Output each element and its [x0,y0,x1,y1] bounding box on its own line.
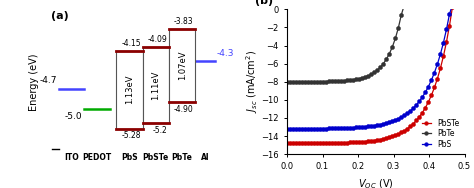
PbSTe [335,142,341,144]
Line: PbS: PbS [285,3,466,131]
PbSTe [329,142,335,144]
Text: PbSTe: PbSTe [143,153,169,162]
PbSTe [453,4,458,6]
Text: -4.15: -4.15 [121,39,141,48]
Text: 1.07eV: 1.07eV [178,51,187,80]
PbS [335,127,341,129]
Legend: PbSTe, PbTe, PbS: PbSTe, PbTe, PbS [420,117,461,150]
Bar [169,29,195,102]
Text: -5.0: -5.0 [64,112,82,121]
PbTe [314,80,320,83]
PbSTe [341,142,347,144]
Text: -3.83: -3.83 [174,17,194,26]
PbSTe [344,142,350,144]
Text: -4.90: -4.90 [174,105,194,114]
Bar [143,47,169,123]
Text: Al: Al [201,153,210,162]
Text: (b): (b) [255,0,273,6]
Bar [117,51,143,129]
X-axis label: $\it{V}$$_{OC}$ (V): $\it{V}$$_{OC}$ (V) [358,177,393,188]
PbTe [401,4,407,6]
Text: PEDOT: PEDOT [82,153,111,162]
PbTe [329,80,335,83]
PbTe [341,80,347,82]
PbS [462,4,467,6]
PbS [450,4,456,6]
PbS [284,128,290,130]
PbS [329,127,335,130]
PbTe [462,4,467,6]
PbS [341,127,347,129]
Text: PbTe: PbTe [172,153,192,162]
PbSTe [314,142,320,144]
Text: ITO: ITO [64,153,79,162]
Text: -4.09: -4.09 [147,35,167,44]
Text: PbS: PbS [121,153,138,162]
PbSTe [395,133,401,135]
Y-axis label: $\it{J}$$_{sc}$ (mA/cm$^2$): $\it{J}$$_{sc}$ (mA/cm$^2$) [244,50,260,113]
PbS [344,127,350,129]
PbSTe [462,4,467,6]
PbS [314,127,320,130]
Line: PbTe: PbTe [285,3,466,84]
Text: -5.28: -5.28 [121,131,141,140]
Text: -4.7: -4.7 [40,76,57,85]
Line: PbSTe: PbSTe [285,3,466,145]
Text: -5.2: -5.2 [153,126,167,135]
PbTe [335,80,341,82]
Text: 1.11eV: 1.11eV [151,70,160,100]
PbS [395,118,401,120]
PbTe [344,79,350,82]
Text: (a): (a) [51,11,68,21]
Text: -4.3: -4.3 [217,49,234,58]
PbSTe [284,142,290,144]
Text: Energy (eV): Energy (eV) [29,53,39,111]
Text: 1.13eV: 1.13eV [125,75,134,105]
PbTe [395,27,401,29]
PbTe [284,81,290,83]
